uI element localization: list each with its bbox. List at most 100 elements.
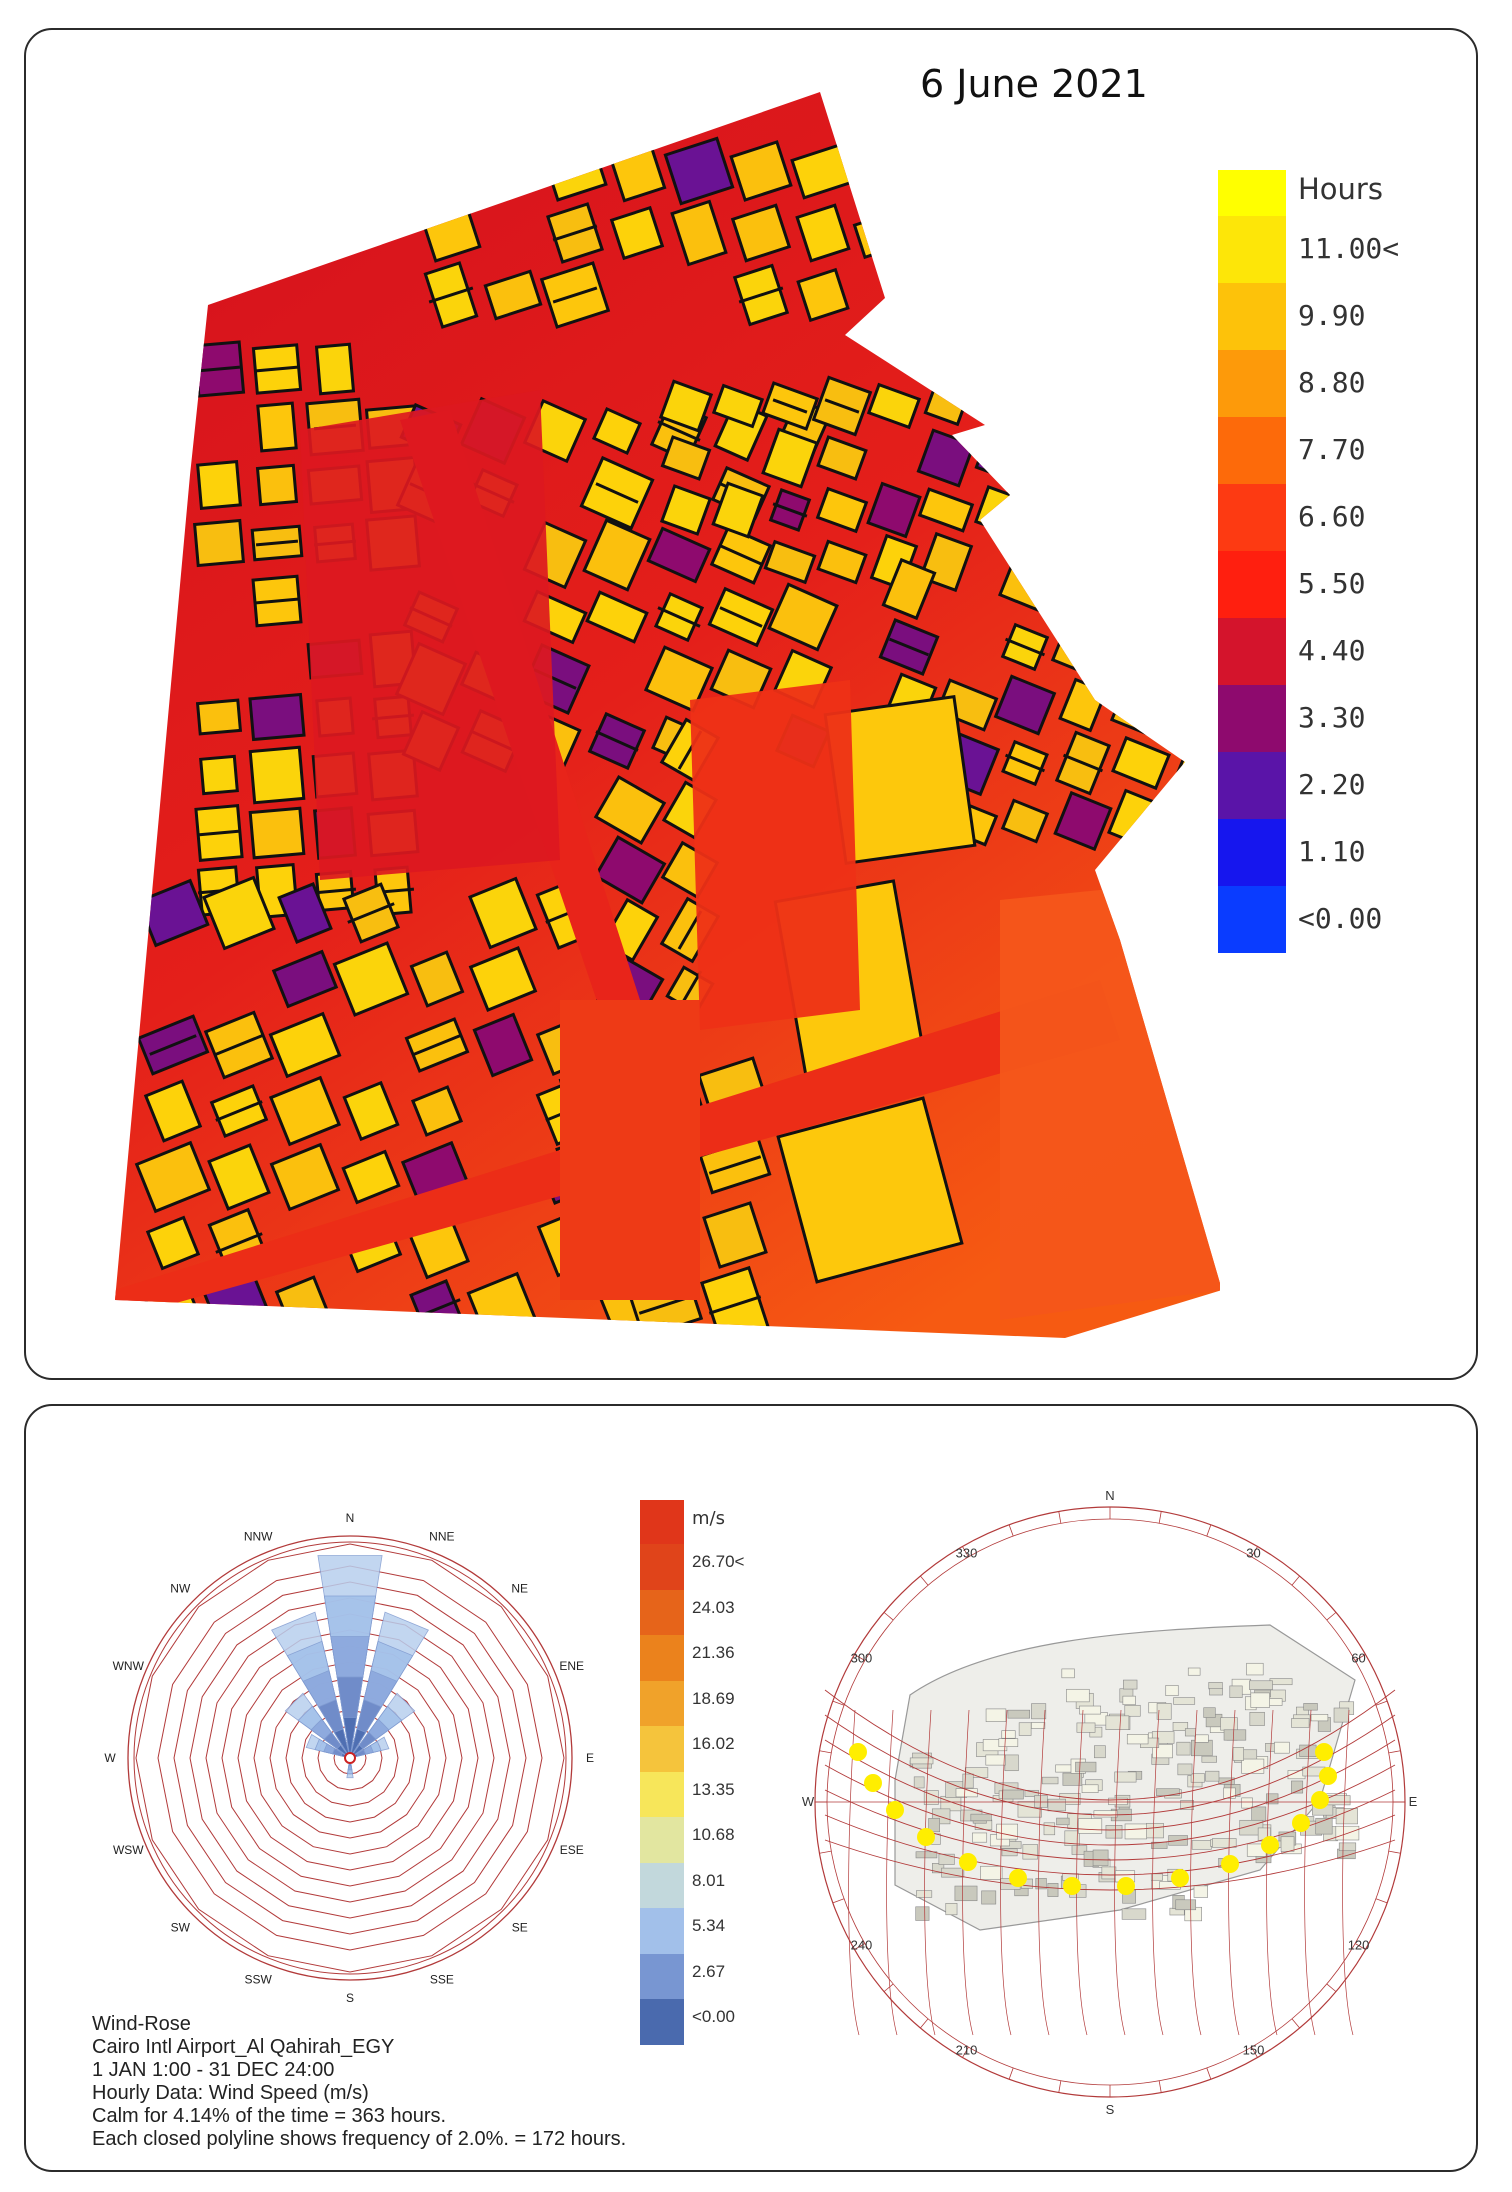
city-building	[1249, 1680, 1273, 1690]
wind-rose-variable: Hourly Data: Wind Speed (m/s)	[92, 2082, 369, 2104]
city-building	[1184, 1728, 1196, 1737]
sun-path-arc	[824, 1714, 1396, 1816]
building	[255, 463, 299, 507]
wind-rose-chart: N NNE NE ENE E ESE SE SSE S SSW SW WSW W WNW NW NNW	[104, 1511, 594, 2005]
city-building	[909, 1757, 934, 1765]
hours-legend-swatch	[1218, 752, 1286, 819]
building	[815, 486, 869, 534]
city-building	[1092, 1849, 1109, 1867]
sun-position-dot	[1311, 1791, 1329, 1809]
city-building	[985, 1754, 1006, 1766]
city-building	[1156, 1788, 1180, 1796]
building	[916, 428, 976, 488]
building	[486, 145, 540, 197]
building	[202, 875, 276, 951]
city-building	[1022, 1844, 1038, 1860]
city-building	[1176, 1741, 1191, 1756]
hours-legend: Hours 11.00< 9.90 8.80 7.70 6.60 5.50 4.40 3.30…	[1218, 170, 1512, 953]
wind-legend-swatch	[640, 1999, 684, 2045]
city-building	[1201, 1755, 1217, 1763]
city-building	[1175, 1899, 1197, 1911]
open-area	[690, 680, 860, 1030]
map-date-title: 6 June 2021	[920, 62, 1148, 106]
hours-legend-label: 6.60	[1298, 500, 1366, 533]
city-building	[1220, 1717, 1238, 1731]
city-building	[1041, 1776, 1059, 1785]
sun-position-dot	[1319, 1767, 1337, 1785]
city-building	[913, 1776, 925, 1789]
building	[670, 199, 728, 267]
city-building	[1310, 1714, 1329, 1722]
city-building	[1101, 1866, 1117, 1880]
sun-path-azimuth-label: 60	[1351, 1651, 1365, 1666]
wind-rose-station: Cairo Intl Airport_Al Qahirah_EGY	[92, 2036, 395, 2058]
wind-direction-label: NNW	[244, 1529, 273, 1543]
building	[468, 946, 538, 1012]
wind-rose-petal	[333, 1728, 351, 1759]
building	[1173, 794, 1220, 848]
wind-legend-swatch	[640, 1862, 684, 1908]
wind-rose-petal	[349, 1728, 367, 1759]
plaza	[560, 1000, 700, 1300]
wind-rose-ring	[253, 1661, 447, 1855]
city-building	[1105, 1715, 1130, 1730]
city-building	[1151, 1731, 1175, 1744]
wind-legend-label: 18.69	[692, 1688, 735, 1708]
sun-path-azimuth-label: 210	[956, 2043, 978, 2058]
wind-direction-label: N	[346, 1511, 355, 1525]
building	[646, 526, 712, 584]
building	[341, 1149, 401, 1205]
sun-path-azimuth-label: 300	[851, 1651, 873, 1666]
hours-legend-swatch	[1218, 484, 1286, 551]
sun-path-azimuth-label: 30	[1246, 1545, 1260, 1560]
city-building	[1001, 1730, 1016, 1739]
wind-legend-swatch	[640, 1953, 684, 1999]
wind-rose-ring	[189, 1597, 511, 1919]
wind-direction-label: S	[346, 1991, 354, 2005]
city-building	[1122, 1695, 1136, 1706]
city-building	[1066, 1688, 1090, 1703]
city-building	[1232, 1747, 1244, 1761]
open-area	[1000, 880, 1220, 1320]
building	[729, 140, 793, 202]
wind-rose-outer-circle	[127, 1535, 573, 1981]
sun-position-dot	[864, 1774, 882, 1792]
city-building	[981, 1890, 997, 1905]
hours-legend-swatch	[1218, 216, 1286, 283]
wind-direction-label: NW	[170, 1581, 191, 1595]
city-building	[1209, 1688, 1223, 1696]
sun-path-azimuth-label: 240	[851, 1938, 873, 1953]
city-building	[1335, 1808, 1358, 1825]
city-building	[1187, 1667, 1201, 1676]
hour-line	[962, 1709, 974, 2036]
wind-rose-ring	[285, 1693, 415, 1823]
city-building	[1043, 1822, 1056, 1836]
building	[659, 484, 713, 536]
building	[585, 590, 649, 644]
wind-rose-petal	[343, 1717, 357, 1759]
city-building	[1121, 1908, 1147, 1920]
wind-rose-ring	[221, 1629, 479, 1887]
building	[269, 1142, 341, 1212]
hour-line	[1076, 1709, 1088, 2036]
hours-legend-swatch	[1218, 886, 1286, 953]
building	[268, 1075, 342, 1147]
hours-legend-label: <0.00	[1298, 902, 1383, 935]
wind-direction-label: NE	[511, 1581, 528, 1595]
building	[248, 806, 306, 860]
city-building	[1075, 1761, 1097, 1773]
sun-path-azimuth-label: 330	[956, 1545, 978, 1560]
building	[483, 269, 543, 321]
wind-rose-ring	[157, 1565, 543, 1951]
hour-line	[1304, 1709, 1316, 2036]
building	[1110, 735, 1172, 791]
city-building	[1076, 1722, 1096, 1733]
wind-direction-label: SW	[171, 1921, 191, 1935]
hours-legend-swatch	[1218, 283, 1286, 350]
city-building	[1078, 1818, 1103, 1834]
sun-path-arc	[824, 1814, 1396, 1876]
wind-rose-info: Wind-Rose Cairo Intl Airport_Al Qahirah_…	[92, 2013, 626, 2151]
sun-position-dot	[1292, 1814, 1310, 1832]
wind-legend-label: 26.70<	[692, 1552, 745, 1571]
building	[342, 1080, 400, 1142]
